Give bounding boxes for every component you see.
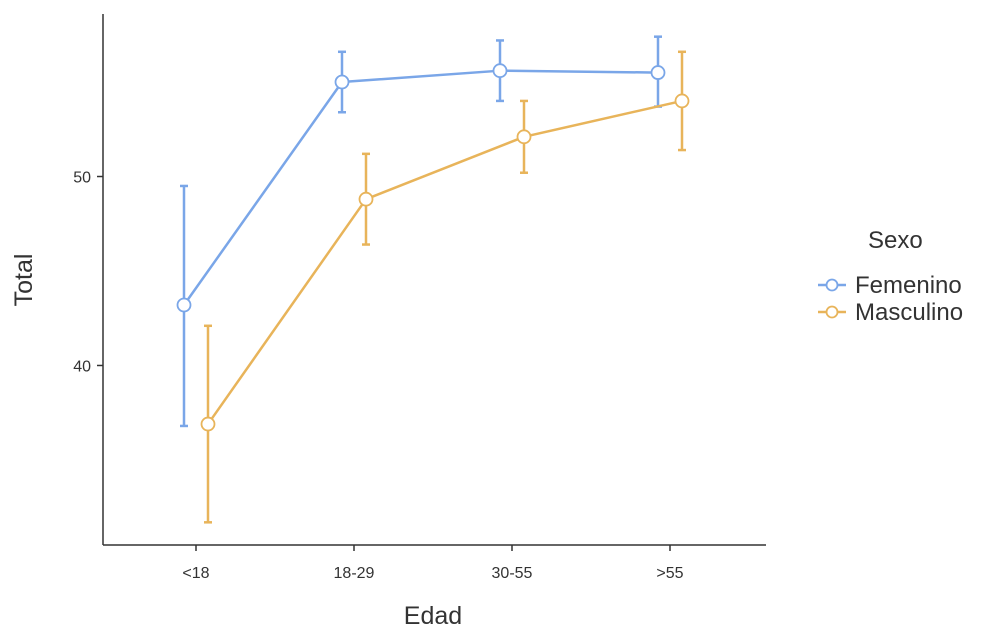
series-line xyxy=(206,99,683,425)
legend-title: Sexo xyxy=(868,227,923,254)
legend-item-femenino: Femenino xyxy=(818,272,962,299)
legend-item-masculino: Masculino xyxy=(818,299,963,326)
y-tick-label: 40 xyxy=(73,358,91,375)
data-point xyxy=(176,297,192,313)
data-point xyxy=(650,65,666,80)
data-point xyxy=(492,63,508,79)
y-axis-title: Total xyxy=(10,254,38,307)
x-ticks: <18 18-29 30-55 >55 xyxy=(182,545,684,582)
x-tick-label: >55 xyxy=(656,565,683,582)
y-tick-label: 50 xyxy=(73,170,91,187)
data-point xyxy=(516,129,532,145)
data-point xyxy=(200,416,216,432)
x-tick-label: 30-55 xyxy=(492,565,533,582)
x-tick-label: <18 xyxy=(182,565,209,582)
series-layer xyxy=(176,35,690,524)
series-femenino xyxy=(176,35,666,428)
legend-label: Masculino xyxy=(855,299,963,326)
x-axis-title: Edad xyxy=(404,602,462,629)
data-point xyxy=(334,74,350,90)
legend-label: Femenino xyxy=(855,272,962,299)
legend-marker xyxy=(825,278,839,292)
axes xyxy=(102,14,766,546)
legend-marker xyxy=(825,305,839,319)
y-ticks: 40 50 xyxy=(73,170,103,375)
x-tick-label: 18-29 xyxy=(334,565,375,582)
series-line xyxy=(182,69,659,306)
data-point xyxy=(674,93,690,109)
series-masculino xyxy=(200,50,690,524)
data-point xyxy=(358,191,374,207)
